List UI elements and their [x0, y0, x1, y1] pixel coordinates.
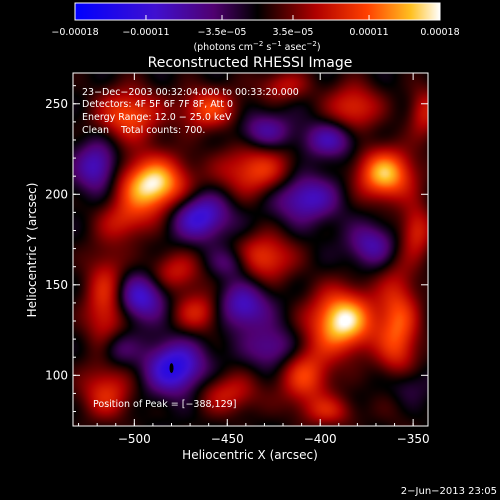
x-tick-label: −400 — [304, 432, 337, 446]
colorbar-tick-label: −0.00018 — [51, 27, 98, 38]
y-tick-label: 200 — [45, 187, 68, 201]
colorbar-tick-label: −0.00011 — [122, 27, 169, 38]
y-axis-label: Heliocentric Y (arcsec) — [25, 183, 39, 318]
colorbar-tick-label: 0.00011 — [349, 27, 388, 38]
colorbar — [74, 2, 441, 21]
annotation-energy: Energy Range: 12.0 − 25.0 keV — [82, 112, 232, 123]
annotation-peak: Position of Peak = [−388,129] — [93, 399, 236, 410]
peak-marker — [169, 363, 174, 374]
colorbar-tick-label: 3.5e−05 — [272, 27, 313, 38]
x-tick-label: −350 — [397, 432, 430, 446]
colorbar-ticks: −0.00018 −0.00011 −3.5e−05 3.5e−05 0.00011 0.… — [51, 15, 460, 38]
x-axis-label: Heliocentric X (arcsec) — [182, 448, 318, 462]
y-tick-label: 250 — [45, 97, 68, 111]
x-tick-label: −500 — [118, 432, 151, 446]
x-tick-label: −450 — [211, 432, 244, 446]
colorbar-tick-label: 0.00018 — [420, 27, 459, 38]
colorbar-units: (photons cm−2 s−1 asec−2) — [193, 40, 320, 53]
chart-title: Reconstructed RHESSI Image — [148, 55, 353, 71]
colorbar-tick-label: −3.5e−05 — [198, 27, 247, 38]
y-tick-label: 150 — [45, 278, 68, 292]
annotation-time: 23−Dec−2003 00:32:04.000 to 00:33:20.000 — [82, 87, 299, 98]
annotation-detectors: Detectors: 4F 5F 6F 7F 8F, Att 0 — [82, 99, 233, 110]
heatmap-image — [73, 73, 428, 426]
plot-frame — [72, 72, 429, 427]
annotation-clean: Clean Total counts: 700. — [82, 125, 205, 136]
axis-ticks: −500 −450 −400 −350 100 150 200 250 — [45, 73, 430, 446]
y-tick-label: 100 — [45, 368, 68, 382]
footer-date: 2−Jun−2013 23:05 — [401, 486, 497, 497]
